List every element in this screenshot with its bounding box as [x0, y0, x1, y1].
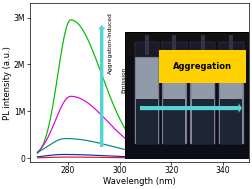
X-axis label: Wavelength (nm): Wavelength (nm) — [103, 177, 175, 186]
Text: Emission: Emission — [121, 66, 126, 93]
Text: Aggregation-Induced: Aggregation-Induced — [108, 12, 113, 74]
Y-axis label: PL intensity (a.u.): PL intensity (a.u.) — [4, 46, 12, 120]
